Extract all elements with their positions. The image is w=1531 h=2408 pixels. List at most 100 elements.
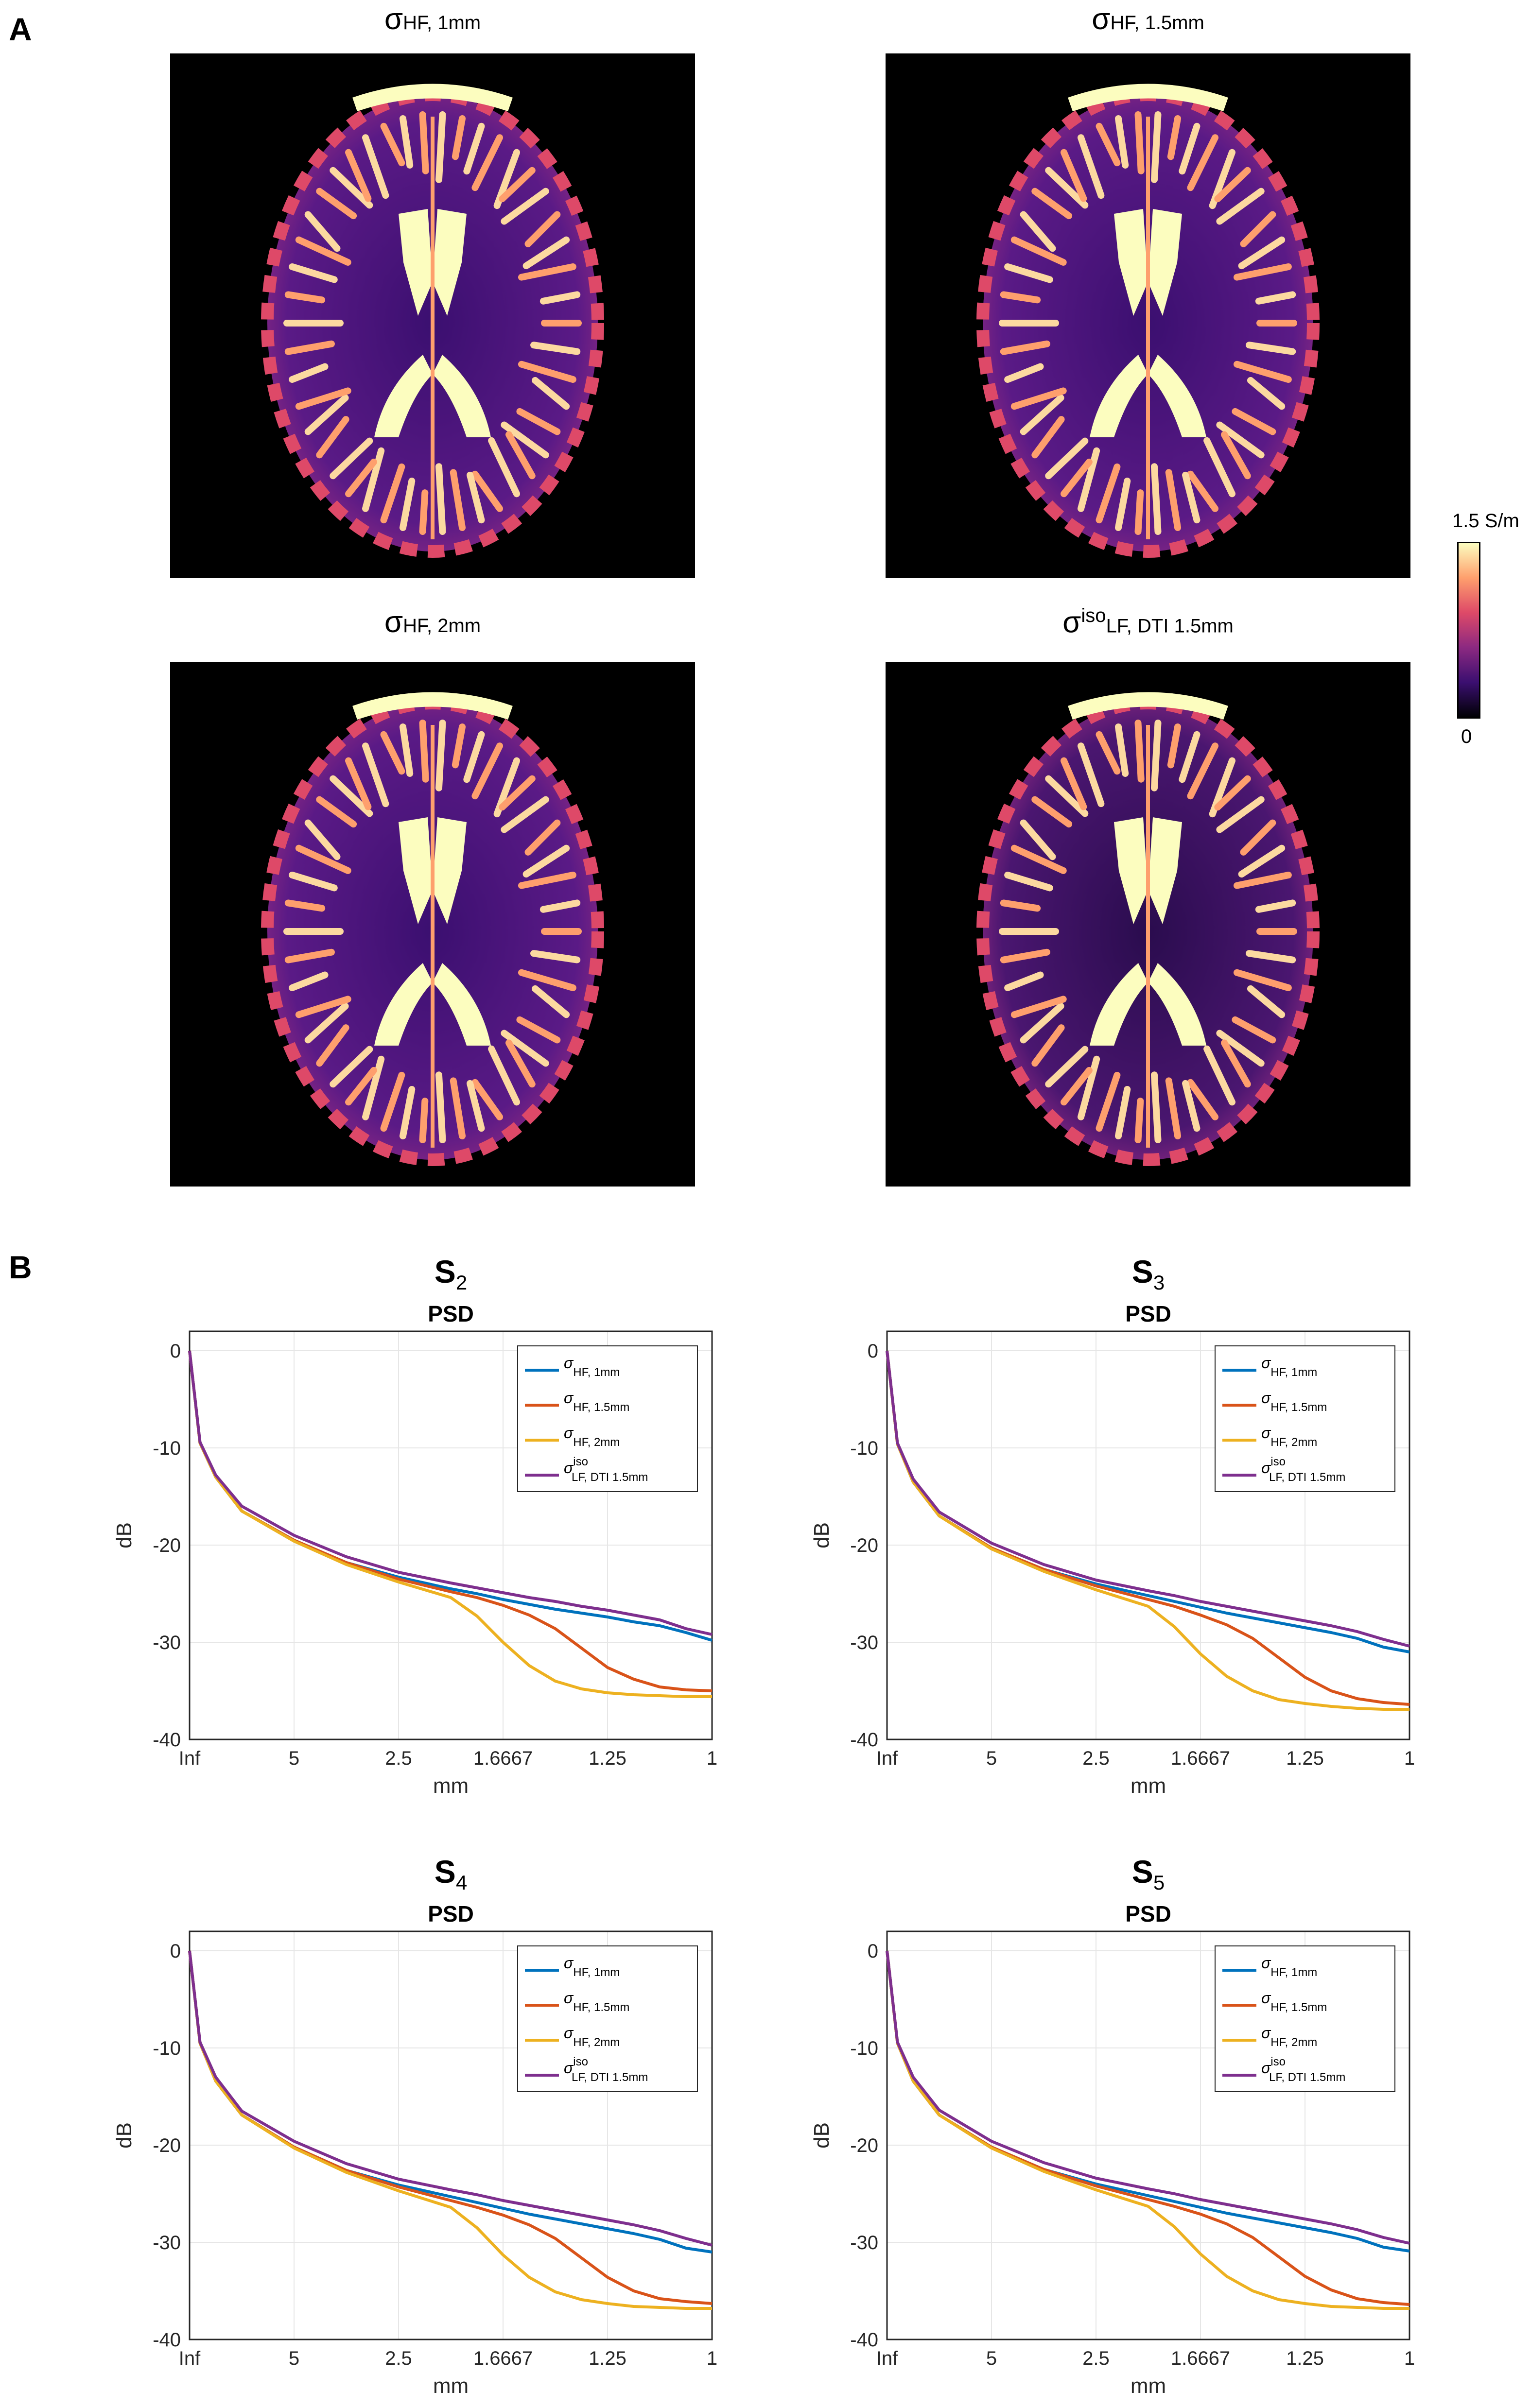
x-tick-label: Inf bbox=[179, 2348, 201, 2369]
y-tick-label: 0 bbox=[170, 1941, 181, 1962]
y-tick-label: -20 bbox=[153, 2135, 181, 2156]
x-tick-label: 2.5 bbox=[385, 2348, 412, 2369]
psd-chart-s3: S3 PSD Inf 5 2.5 1.6667 1.25 1 0 -10 -20 -30 -40 mm dB… bbox=[810, 1254, 1415, 1798]
x-tick-label: 1.25 bbox=[1286, 2348, 1324, 2369]
y-tick-label: -30 bbox=[850, 1632, 878, 1653]
map-title-hf-2mm: σHF, 2mm bbox=[384, 605, 481, 639]
y-tick-label: -40 bbox=[850, 2329, 878, 2351]
x-tick-label: 1.25 bbox=[589, 1748, 626, 1769]
map-title-hf-1mm: σHF, 1mm bbox=[384, 2, 481, 36]
x-tick-label: 1.25 bbox=[1286, 1748, 1324, 1769]
colorbar-max-label: 1.5 S/m bbox=[1452, 510, 1519, 532]
chart-subtitle: PSD bbox=[428, 1901, 474, 1926]
y-axis-label: dB bbox=[112, 1522, 136, 1548]
x-tick-label: Inf bbox=[876, 1748, 898, 1769]
colorbar-min-label: 0 bbox=[1461, 726, 1472, 747]
conductivity-map-hf-1-5mm bbox=[886, 53, 1410, 578]
legend-entry: σiso LF, DTI 1.5mm bbox=[564, 1455, 648, 1484]
legend-entry: σHF, 1.5mm bbox=[1261, 1389, 1327, 1414]
conductivity-map-hf-1mm bbox=[170, 53, 695, 578]
x-tick-label: 1 bbox=[1404, 1748, 1415, 1769]
legend-entry: σHF, 1.5mm bbox=[564, 1989, 629, 2014]
series-line-3 bbox=[886, 1950, 1410, 2245]
x-tick-label: 2.5 bbox=[385, 1748, 412, 1769]
chart-title: S3 bbox=[1132, 1254, 1165, 1294]
x-tick-label: 1.6667 bbox=[1171, 1748, 1230, 1769]
legend-entry: σHF, 1mm bbox=[564, 1354, 620, 1379]
y-tick-label: -30 bbox=[153, 2232, 181, 2253]
series-line-2 bbox=[886, 1950, 1409, 2310]
x-tick-label: 1 bbox=[707, 2348, 717, 2369]
conductivity-map-lf-dti bbox=[886, 662, 1410, 1187]
legend-entry: σiso LF, DTI 1.5mm bbox=[1261, 1455, 1345, 1484]
panel-label-b: B bbox=[9, 1249, 32, 1285]
legend: σHF, 1mm σHF, 1.5mm σHF, 2mm σiso LF, DTI 1.… bbox=[1215, 1345, 1395, 1492]
x-axis-label: mm bbox=[1131, 2374, 1166, 2398]
y-axis-label: dB bbox=[810, 1522, 834, 1548]
x-tick-label: 5 bbox=[986, 1748, 997, 1769]
x-axis-label: mm bbox=[1131, 1774, 1166, 1798]
y-tick-label: -30 bbox=[850, 2232, 878, 2253]
conductivity-map-hf-2mm bbox=[170, 662, 695, 1187]
psd-chart-s5: S5 PSD Inf 5 2.5 1.6667 1.25 1 0 -10 -20 -30 -40 mm dB… bbox=[810, 1854, 1415, 2398]
colorbar bbox=[1457, 542, 1480, 719]
legend-entry: σHF, 1mm bbox=[1261, 1354, 1317, 1379]
legend-entry: σHF, 2mm bbox=[1261, 1424, 1317, 1449]
legend-entry: σiso LF, DTI 1.5mm bbox=[564, 2055, 648, 2084]
x-tick-label: 1.6667 bbox=[473, 1748, 533, 1769]
brain-shape bbox=[976, 84, 1320, 558]
chart-title: S2 bbox=[435, 1254, 467, 1294]
legend: σHF, 1mm σHF, 1.5mm σHF, 2mm σiso LF, DTI 1.… bbox=[517, 1345, 698, 1492]
y-tick-label: 0 bbox=[868, 1341, 878, 1362]
y-tick-label: -10 bbox=[850, 1438, 878, 1459]
x-tick-label: 5 bbox=[986, 2348, 997, 2369]
y-tick-label: -40 bbox=[153, 1729, 181, 1751]
chart-subtitle: PSD bbox=[1125, 1301, 1171, 1326]
y-tick-label: -20 bbox=[850, 2135, 878, 2156]
legend-entry: σHF, 1mm bbox=[564, 1954, 620, 1979]
y-tick-label: -10 bbox=[153, 2038, 181, 2059]
chart-title: S5 bbox=[1132, 1854, 1165, 1894]
x-tick-label: Inf bbox=[179, 1748, 201, 1769]
y-tick-label: -40 bbox=[153, 2329, 181, 2351]
brain-shape bbox=[261, 692, 604, 1166]
y-tick-label: -10 bbox=[850, 2038, 878, 2059]
x-tick-label: 2.5 bbox=[1082, 1748, 1110, 1769]
chart-subtitle: PSD bbox=[1125, 1901, 1171, 1926]
y-tick-label: -20 bbox=[850, 1535, 878, 1556]
map-title-hf-1-5mm: σHF, 1.5mm bbox=[1092, 2, 1204, 36]
panel-label-a: A bbox=[9, 11, 32, 47]
legend-entry: σHF, 2mm bbox=[1261, 2024, 1317, 2049]
series-line-3 bbox=[188, 1350, 713, 1636]
series-line-2 bbox=[188, 1350, 712, 1698]
y-axis-label: dB bbox=[112, 2122, 136, 2149]
legend: σHF, 1mm σHF, 1.5mm σHF, 2mm σiso LF, DTI 1.… bbox=[517, 1945, 698, 2092]
legend-entry: σHF, 1.5mm bbox=[564, 1389, 629, 1414]
y-tick-label: -30 bbox=[153, 1632, 181, 1653]
legend-entry: σHF, 2mm bbox=[564, 2024, 620, 2049]
map-title-lf-dti: σisoLF, DTI 1.5mm bbox=[1062, 605, 1234, 639]
series-line-2 bbox=[188, 1950, 712, 2310]
x-tick-label: 5 bbox=[289, 2348, 299, 2369]
x-tick-label: 2.5 bbox=[1082, 2348, 1110, 2369]
series-line-3 bbox=[188, 1950, 713, 2247]
psd-chart-s4: S4 PSD Inf 5 2.5 1.6667 1.25 1 0 -10 -20 -30 -40 mm dB… bbox=[112, 1854, 717, 2398]
y-tick-label: 0 bbox=[170, 1341, 181, 1362]
brain-shape bbox=[976, 692, 1320, 1166]
legend-entry: σHF, 1.5mm bbox=[1261, 1989, 1327, 2014]
y-tick-label: -10 bbox=[153, 1438, 181, 1459]
legend-entry: σHF, 1mm bbox=[1261, 1954, 1317, 1979]
x-tick-label: 1.6667 bbox=[473, 2348, 533, 2369]
y-axis-label: dB bbox=[810, 2122, 834, 2149]
y-tick-label: -40 bbox=[850, 1729, 878, 1751]
x-axis-label: mm bbox=[433, 2374, 469, 2398]
series-line-3 bbox=[886, 1350, 1410, 1648]
series-line-2 bbox=[886, 1350, 1409, 1711]
psd-chart-s2: S2 PSD Inf 5 2.5 1.6667 1.25 1 0 -10 -20 -30 -40 mm dB… bbox=[112, 1254, 717, 1798]
legend: σHF, 1mm σHF, 1.5mm σHF, 2mm σiso LF, DTI 1.… bbox=[1215, 1945, 1395, 2092]
x-tick-label: 1 bbox=[707, 1748, 717, 1769]
y-tick-label: -20 bbox=[153, 1535, 181, 1556]
brain-shape bbox=[261, 84, 604, 558]
x-tick-label: 1.6667 bbox=[1171, 2348, 1230, 2369]
chart-subtitle: PSD bbox=[428, 1301, 474, 1326]
